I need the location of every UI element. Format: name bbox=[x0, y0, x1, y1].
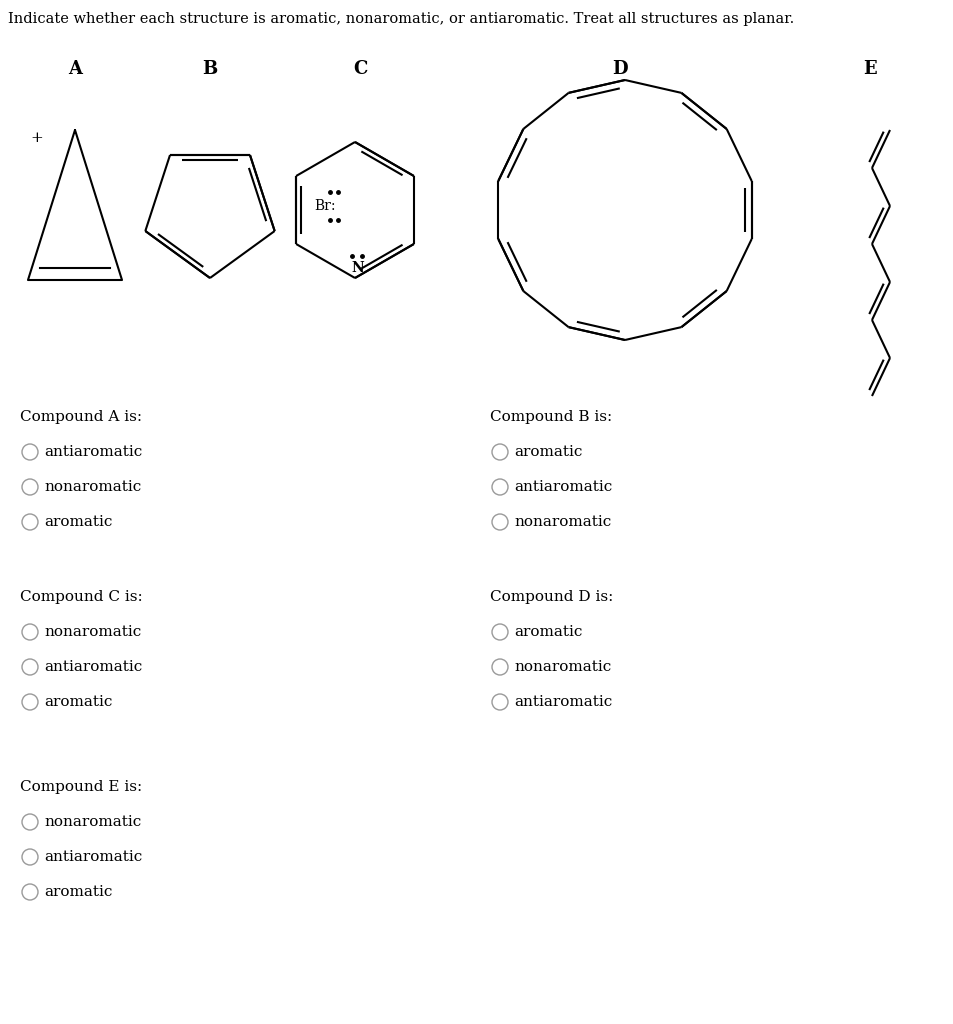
Text: antiaromatic: antiaromatic bbox=[44, 850, 142, 864]
Text: N: N bbox=[352, 261, 364, 275]
Text: aromatic: aromatic bbox=[44, 885, 112, 899]
Text: Indicate whether each structure is aromatic, nonaromatic, or antiaromatic. Treat: Indicate whether each structure is aroma… bbox=[8, 12, 794, 26]
Text: aromatic: aromatic bbox=[44, 695, 112, 709]
Text: nonaromatic: nonaromatic bbox=[44, 625, 141, 639]
Text: nonaromatic: nonaromatic bbox=[44, 480, 141, 494]
Text: aromatic: aromatic bbox=[514, 625, 581, 639]
Text: C: C bbox=[353, 60, 367, 78]
Text: aromatic: aromatic bbox=[44, 515, 112, 529]
Text: D: D bbox=[612, 60, 627, 78]
Text: nonaromatic: nonaromatic bbox=[514, 515, 611, 529]
Text: aromatic: aromatic bbox=[514, 445, 581, 459]
Text: Compound E is:: Compound E is: bbox=[20, 780, 142, 794]
Text: Compound C is:: Compound C is: bbox=[20, 590, 143, 604]
Text: nonaromatic: nonaromatic bbox=[44, 815, 141, 829]
Text: Br:: Br: bbox=[314, 199, 335, 213]
Text: antiaromatic: antiaromatic bbox=[514, 695, 612, 709]
Text: antiaromatic: antiaromatic bbox=[514, 480, 612, 494]
Text: +: + bbox=[30, 131, 43, 145]
Text: antiaromatic: antiaromatic bbox=[44, 660, 142, 674]
Text: antiaromatic: antiaromatic bbox=[44, 445, 142, 459]
Text: nonaromatic: nonaromatic bbox=[514, 660, 611, 674]
Text: Compound D is:: Compound D is: bbox=[490, 590, 613, 604]
Text: Compound B is:: Compound B is: bbox=[490, 410, 612, 424]
Text: Compound A is:: Compound A is: bbox=[20, 410, 142, 424]
Text: B: B bbox=[202, 60, 217, 78]
Text: E: E bbox=[862, 60, 876, 78]
Text: A: A bbox=[68, 60, 82, 78]
